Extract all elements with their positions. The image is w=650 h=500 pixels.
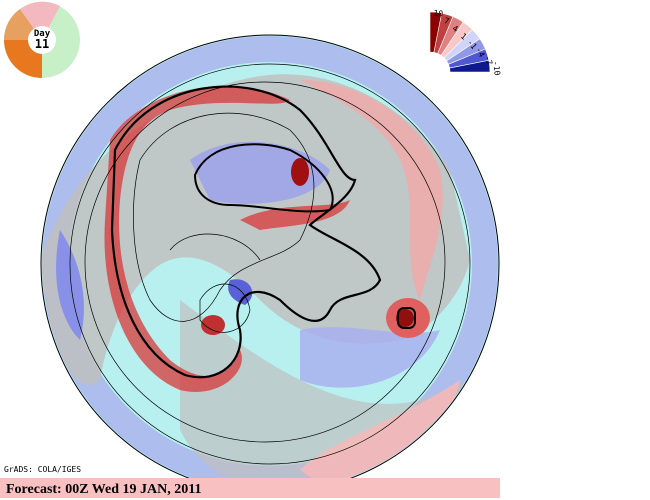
scale-label: 10 <box>433 9 444 19</box>
dial-center <box>28 26 56 54</box>
blue-anomaly <box>56 230 84 340</box>
scale-label: -10 <box>491 61 501 76</box>
red-anomaly <box>201 315 225 335</box>
blue-anomaly <box>190 141 330 204</box>
land <box>42 74 470 385</box>
red-anomaly <box>240 200 350 230</box>
map-fields <box>42 36 498 492</box>
dial-elapsed <box>20 1 60 40</box>
scale-label: -4 <box>474 46 487 59</box>
red-anomaly <box>300 80 443 300</box>
red-anomaly <box>396 309 414 327</box>
contours <box>69 63 471 465</box>
globe <box>40 34 500 494</box>
day-dial: Day 11 <box>3 1 80 78</box>
scale-label: 1 <box>459 32 469 42</box>
credit: GrADS: COLA/IGES <box>4 465 81 474</box>
scale-wedge <box>449 59 491 73</box>
scale-label: -7 <box>483 54 494 66</box>
blue-anomaly <box>300 327 440 388</box>
red-anomaly <box>300 380 460 490</box>
scale-label: 7 <box>443 16 450 26</box>
red-anomaly <box>291 158 309 186</box>
day-number: 11 <box>35 37 49 51</box>
scale-label: 4 <box>451 24 460 34</box>
footer-bar <box>0 478 500 498</box>
forecast-time: Forecast: 00Z Wed 19 JAN, 2011 <box>6 482 201 497</box>
day-label: Day <box>34 29 51 39</box>
